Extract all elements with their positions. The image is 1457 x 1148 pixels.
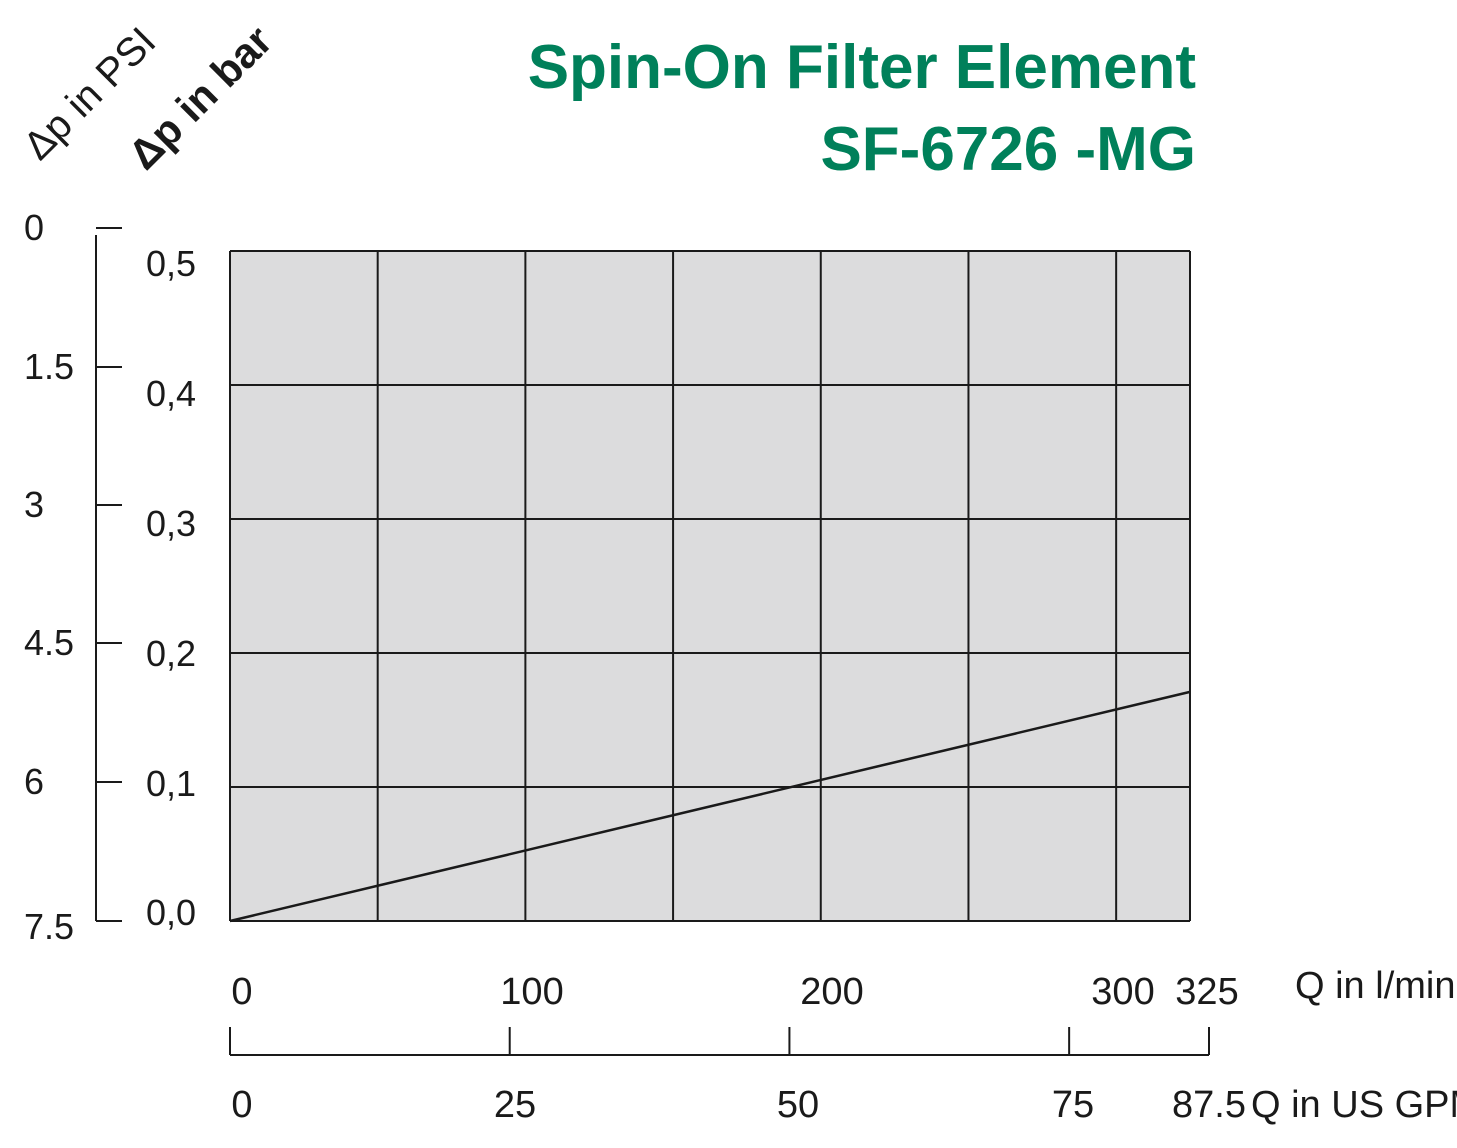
plot-area	[229, 250, 1191, 923]
psi-tick-label: 1.5	[24, 346, 74, 387]
lpm-tick-label: 100	[500, 971, 563, 1013]
plot-background	[230, 251, 1190, 921]
psi-tick-label: 7.5	[24, 906, 74, 947]
lpm-tick-label: 0	[231, 971, 252, 1013]
chart-title: Spin-On Filter Element SF-6726 -MG	[528, 33, 1196, 184]
psi-tick-label: 4.5	[24, 622, 74, 663]
bar-tick-label: 0,2	[146, 633, 196, 674]
lpm-tick-label: 300	[1091, 971, 1154, 1013]
gpm-tick-label: 25	[494, 1084, 536, 1126]
gpm-axis-title: Q in US GPM	[1251, 1084, 1457, 1126]
bar-tick-label: 0,3	[146, 503, 196, 544]
psi-tick-label: 3	[24, 484, 44, 525]
title-line-2: SF-6726 -MG	[820, 115, 1196, 184]
bar-tick-label: 0,1	[146, 763, 196, 804]
bar-tick-label: 0,4	[146, 373, 196, 414]
psi-tick-label: 0	[24, 207, 44, 248]
lpm-tick-label: 325	[1175, 971, 1238, 1013]
psi-tick-label: 6	[24, 761, 44, 802]
gpm-tick-label: 87.5	[1172, 1084, 1246, 1126]
lpm-axis-title: Q in l/min	[1295, 965, 1455, 1007]
gpm-tick-label: 0	[231, 1084, 252, 1126]
title-line-1: Spin-On Filter Element	[528, 33, 1196, 102]
bar-tick-label: 0,5	[146, 243, 196, 284]
lpm-tick-label: 200	[800, 971, 863, 1013]
pressure-drop-line	[229, 690, 1191, 923]
gpm-tick-label: 75	[1052, 1084, 1094, 1126]
gpm-tick-label: 50	[777, 1084, 819, 1126]
bar-tick-label: 0,0	[146, 892, 196, 933]
